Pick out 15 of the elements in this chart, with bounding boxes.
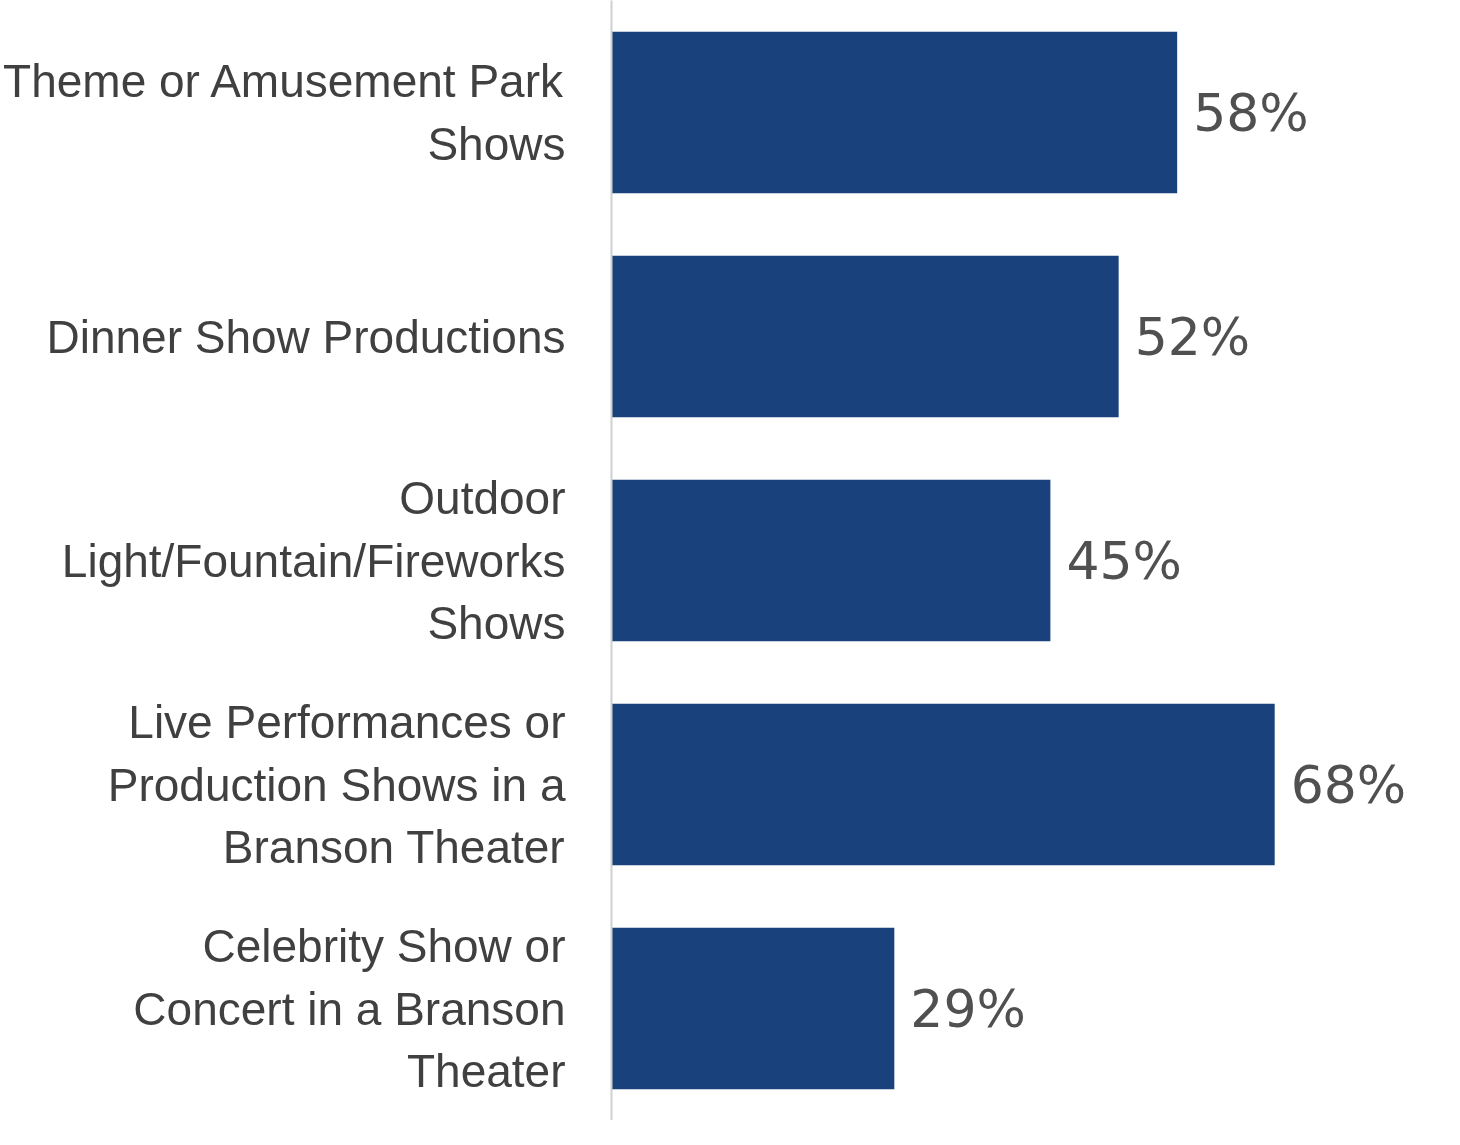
data-label: 52% (1134, 306, 1251, 367)
y-tick-label: Outdoor Light/Fountain/Fireworks Shows (61, 472, 566, 649)
y-tick-label: Celebrity Show or Concert in a Branson Theater (133, 920, 566, 1097)
data-label: 29% (910, 978, 1026, 1039)
bar (611, 255, 1119, 418)
y-tick-label: Live Performances or Production Shows in a Branson Theater (107, 696, 566, 873)
bar (611, 31, 1178, 194)
bar (611, 703, 1275, 866)
data-label: 45% (1066, 530, 1182, 591)
y-tick-label: Theme or Amusement Park Shows (3, 55, 566, 170)
data-label: 68% (1290, 754, 1407, 815)
y-tick-label: Dinner Show Productions (46, 310, 566, 363)
bar (611, 479, 1051, 642)
data-label: 58% (1193, 82, 1309, 143)
bar (611, 927, 895, 1090)
